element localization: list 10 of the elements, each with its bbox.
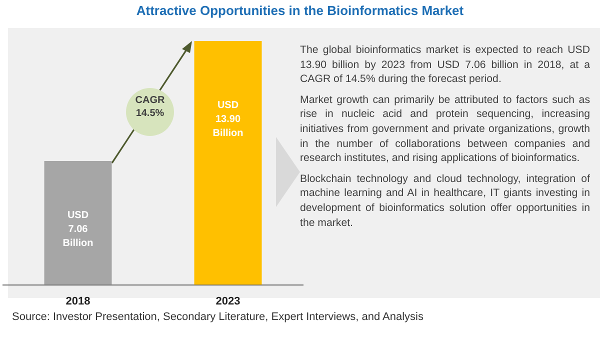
data-label: USD 7.06 Billion bbox=[62, 210, 94, 249]
chart-title: Attractive Opportunities in the Bioinformatics Market bbox=[135, 3, 465, 18]
x-tick-label: 2018 bbox=[66, 295, 90, 308]
annotation: CAGR 14.5% bbox=[134, 94, 166, 120]
source-note: Source: Investor Presentation, Secondary Literature, Expert Interviews, and Analysis bbox=[12, 311, 424, 323]
annotation: Market growth can primarily be attributed to factors such as rise in nucleic acid and protein sequencing, increasing initiatives from government and private organizations, growth in the number of collaborations between companies and research institutes, and rising applications of bioinformatics. bbox=[300, 92, 590, 166]
data-label: USD 13.90 Billion bbox=[212, 100, 244, 139]
annotation: Blockchain technology and cloud technology, integration of machine learning and AI in healthcare, IT giants investing in development of bioinformatics solution offer opportunities in the market. bbox=[300, 172, 590, 230]
annotation: The global bioinformatics market is expected to reach USD 13.90 billion by 2023 from USD 7.06 billion in 2018, at a CAGR of 14.5% during the forecast period. bbox=[300, 43, 590, 87]
x-tick-label: 2023 bbox=[216, 295, 240, 308]
